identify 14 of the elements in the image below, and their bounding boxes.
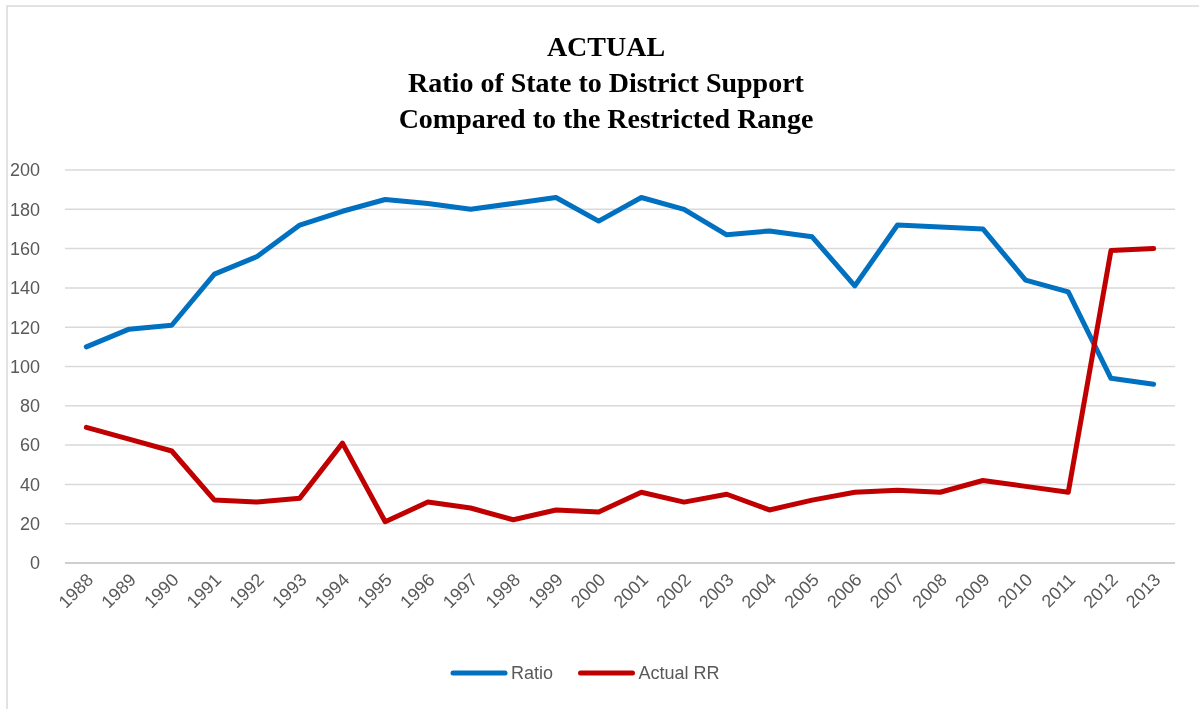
chart-title: ACTUAL Ratio of State to District Support Compared to the Restricted Range: [398, 31, 814, 134]
legend-label: Ratio: [511, 663, 554, 684]
y-tick-label: 180: [9, 199, 40, 220]
y-tick-label: 100: [9, 356, 40, 377]
y-tick-label: 0: [29, 553, 40, 574]
legend-label: Actual RR: [638, 663, 720, 684]
y-tick-label: 120: [9, 317, 40, 338]
y-tick-label: 80: [19, 396, 40, 417]
y-tick-label: 140: [9, 278, 40, 299]
y-tick-label: 20: [19, 514, 40, 534]
y-tick-label: 200: [9, 160, 40, 181]
y-tick-label: 40: [19, 474, 40, 495]
y-tick-label: 160: [9, 238, 40, 259]
y-tick-label: 60: [19, 435, 40, 456]
